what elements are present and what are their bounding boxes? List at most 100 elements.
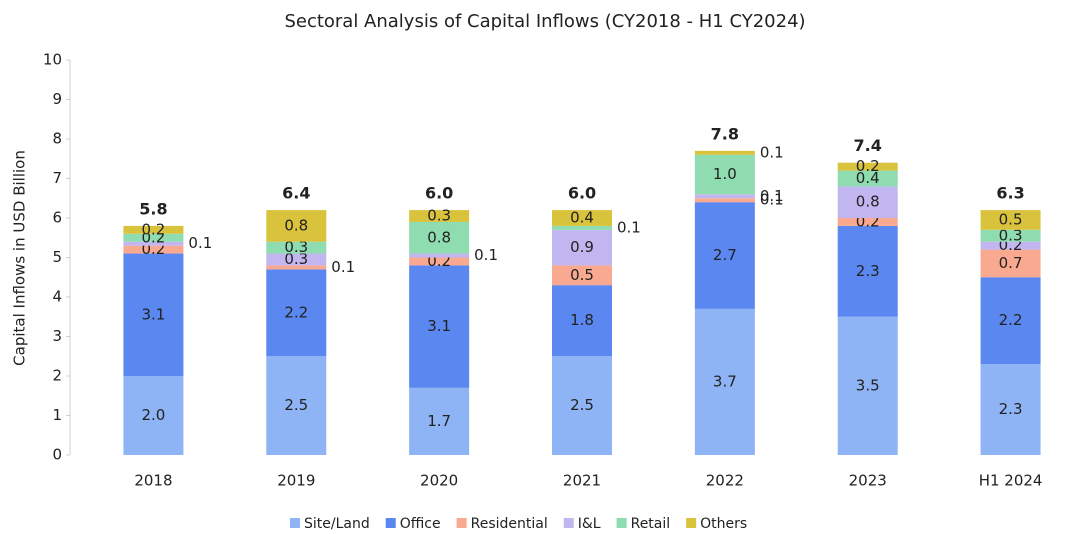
data-label: 1.0 (713, 165, 737, 183)
data-label: 0.2 (856, 157, 880, 175)
total-label: 6.0 (568, 184, 596, 203)
legend-swatch (290, 518, 300, 528)
bar-segment (266, 269, 327, 357)
x-tick-label: 2021 (563, 472, 601, 490)
y-tick-label: 9 (52, 90, 62, 108)
data-label: 0.5 (999, 210, 1023, 228)
total-label: 6.0 (425, 184, 453, 203)
data-label: 3.7 (713, 372, 737, 390)
bar-segment (980, 249, 1041, 278)
chart-title: Sectoral Analysis of Capital Inflows (CY… (284, 11, 805, 32)
data-label: 0.7 (999, 254, 1023, 272)
total-label: 6.4 (282, 184, 310, 203)
data-label: 1.8 (570, 311, 594, 329)
bar-segment (552, 285, 612, 357)
legend-swatch (616, 518, 627, 528)
bar-segment (837, 162, 898, 171)
bar-segment (409, 387, 470, 455)
data-label: 0.8 (284, 216, 308, 234)
data-label: 0.3 (284, 238, 308, 256)
legend-label: Office (400, 516, 441, 532)
data-label: 1.7 (427, 412, 451, 430)
data-label: 2.2 (284, 303, 308, 321)
x-tick-label: 2018 (134, 472, 172, 490)
total-label: 5.8 (139, 199, 167, 218)
bar-segment (123, 376, 184, 455)
data-label: 0.3 (427, 207, 451, 225)
y-tick-label: 0 (52, 446, 62, 464)
bar-segment (552, 210, 612, 226)
data-label: 0.4 (856, 169, 880, 187)
y-tick-label: 10 (43, 51, 62, 69)
data-label: 0.1 (760, 143, 784, 161)
bar-segment (266, 356, 327, 455)
data-label: 0.4 (570, 209, 594, 227)
bar-segment (837, 218, 898, 226)
x-tick-label: 2022 (706, 472, 744, 490)
y-tick-label: 1 (52, 406, 62, 424)
data-label: 0.1 (188, 234, 212, 252)
data-label: 2.5 (570, 396, 594, 414)
data-label: 0.8 (427, 228, 451, 246)
bar-segment (980, 229, 1041, 242)
data-label: 2.7 (713, 246, 737, 264)
bar-segment (552, 225, 612, 230)
bar-segment (123, 233, 184, 242)
total-label: 6.3 (996, 184, 1024, 203)
bar-segment (980, 241, 1041, 250)
x-tick-label: 2023 (849, 472, 887, 490)
bar-segment (266, 241, 327, 254)
legend-label: Residential (471, 516, 548, 532)
bar-segment (123, 225, 184, 234)
total-label: 7.8 (711, 124, 739, 143)
legend-swatch (385, 518, 396, 528)
bar-segment (980, 277, 1041, 365)
data-label: 0.5 (570, 266, 594, 284)
data-label: 0.1 (760, 191, 784, 209)
x-tick-label: 2020 (420, 472, 458, 490)
bar-segment (123, 245, 184, 254)
bar-segment (552, 356, 612, 455)
data-label: 3.1 (141, 305, 165, 323)
data-label: 0.1 (617, 218, 641, 236)
data-label: 0.1 (331, 258, 355, 276)
bar-segment (980, 210, 1041, 230)
data-label: 2.0 (141, 406, 165, 424)
bar-segment (409, 257, 470, 266)
y-tick-label: 6 (52, 209, 62, 227)
bar-segment (694, 308, 755, 455)
x-tick-label: 2019 (277, 472, 315, 490)
data-label: 0.1 (760, 187, 784, 205)
y-tick-label: 2 (52, 367, 62, 385)
legend-label: I&L (578, 516, 601, 532)
data-label: 3.1 (427, 317, 451, 335)
data-label: 0.1 (474, 246, 498, 264)
bar-segment (552, 265, 612, 286)
bar-segment (266, 210, 327, 242)
bar-segment (694, 194, 755, 199)
legend-label: Site/Land (304, 516, 370, 532)
bar-segment (266, 265, 327, 270)
total-label: 7.4 (854, 136, 882, 155)
data-label: 0.3 (999, 226, 1023, 244)
y-tick-label: 5 (52, 248, 62, 266)
bar-segment (694, 202, 755, 309)
legend-label: Others (700, 516, 747, 532)
data-label: 2.2 (999, 311, 1023, 329)
bar-segment (837, 316, 898, 455)
bar-segment (694, 198, 755, 203)
bar-segment (409, 210, 470, 222)
bar-segment (552, 229, 612, 266)
bar-segment (694, 150, 755, 155)
y-tick-label: 7 (52, 169, 62, 187)
data-label: 0.2 (141, 220, 165, 238)
bar-segment (837, 186, 898, 218)
data-label: 3.5 (856, 376, 880, 394)
legend-swatch (456, 518, 467, 528)
data-label: 2.3 (999, 400, 1023, 418)
bar-segment (409, 265, 470, 388)
legend-swatch (563, 518, 574, 528)
data-label: 0.8 (856, 193, 880, 211)
bar-segment (837, 225, 898, 317)
